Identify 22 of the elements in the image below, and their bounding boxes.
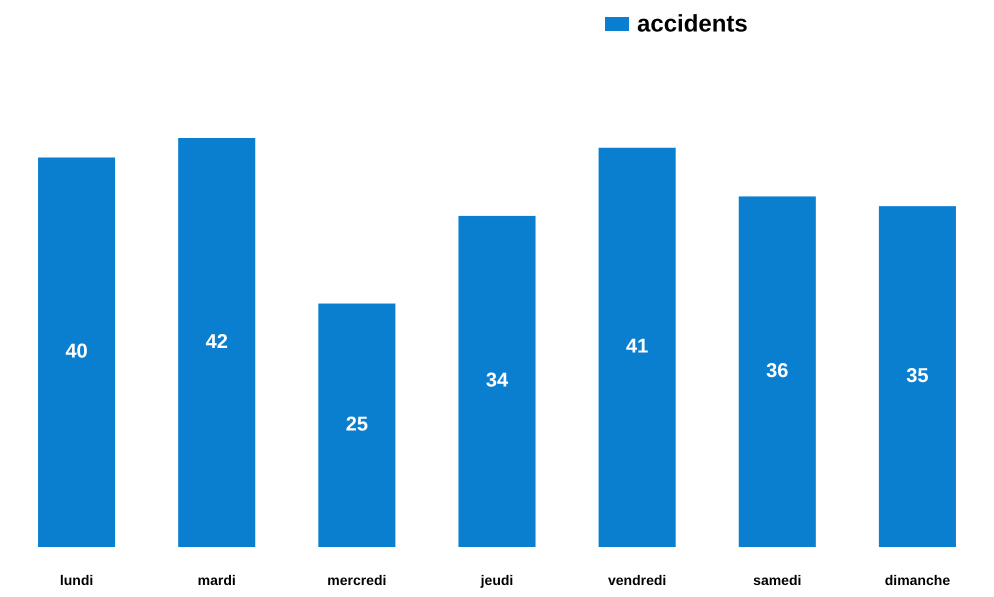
data-label: 36 <box>766 360 788 382</box>
data-label: 41 <box>626 336 648 358</box>
data-label: 40 <box>65 340 88 363</box>
bar <box>598 148 676 547</box>
data-label: 25 <box>346 414 368 436</box>
x-tick-label: vendredi <box>608 572 666 588</box>
x-tick-label: mardi <box>198 572 236 588</box>
x-tick-label: dimanche <box>884 572 950 588</box>
bar <box>318 304 396 547</box>
x-tick-label: lundi <box>60 572 94 588</box>
x-tick-label: mercredi <box>327 572 386 588</box>
bar <box>878 206 956 547</box>
data-label: 34 <box>486 370 509 392</box>
x-tick-label: jeudi <box>480 572 514 588</box>
bar <box>738 196 816 547</box>
data-label: 35 <box>906 364 929 387</box>
bar <box>38 157 116 547</box>
bar <box>458 216 536 547</box>
legend-label: accidents <box>637 10 748 38</box>
x-tick-label: samedi <box>753 572 802 588</box>
bar <box>178 138 256 547</box>
data-label: 42 <box>206 330 228 353</box>
